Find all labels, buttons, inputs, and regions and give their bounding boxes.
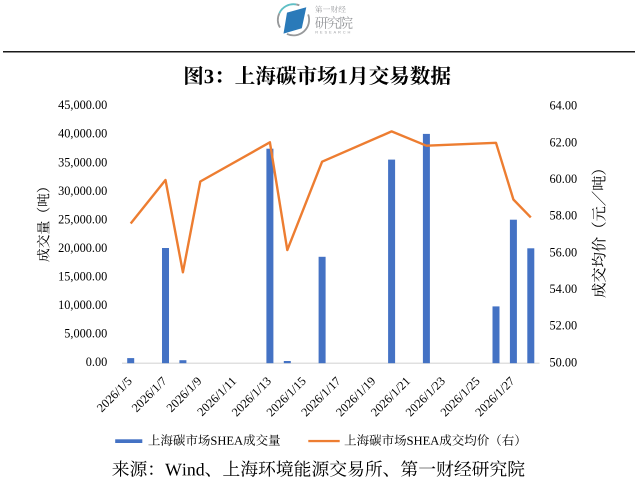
svg-text:50.00: 50.00 — [550, 355, 578, 369]
svg-text:30,000.00: 30,000.00 — [58, 184, 107, 198]
svg-text:35,000.00: 35,000.00 — [58, 155, 107, 169]
svg-text:25,000.00: 25,000.00 — [58, 212, 107, 226]
svg-text:62.00: 62.00 — [550, 135, 578, 149]
svg-text:RESEARCH: RESEARCH — [315, 29, 352, 34]
svg-text:52.00: 52.00 — [550, 319, 578, 333]
svg-text:54.00: 54.00 — [550, 282, 578, 296]
svg-text:58.00: 58.00 — [550, 209, 578, 223]
svg-text:15,000.00: 15,000.00 — [58, 269, 107, 283]
svg-text:60.00: 60.00 — [550, 172, 578, 186]
svg-text:5,000.00: 5,000.00 — [64, 326, 107, 340]
svg-text:0.00: 0.00 — [86, 355, 108, 369]
svg-text:45,000.00: 45,000.00 — [58, 98, 107, 112]
svg-text:10,000.00: 10,000.00 — [58, 298, 107, 312]
svg-text:56.00: 56.00 — [550, 245, 578, 259]
svg-text:64.00: 64.00 — [550, 99, 578, 113]
svg-text:20,000.00: 20,000.00 — [58, 241, 107, 255]
svg-text:40,000.00: 40,000.00 — [58, 127, 107, 141]
